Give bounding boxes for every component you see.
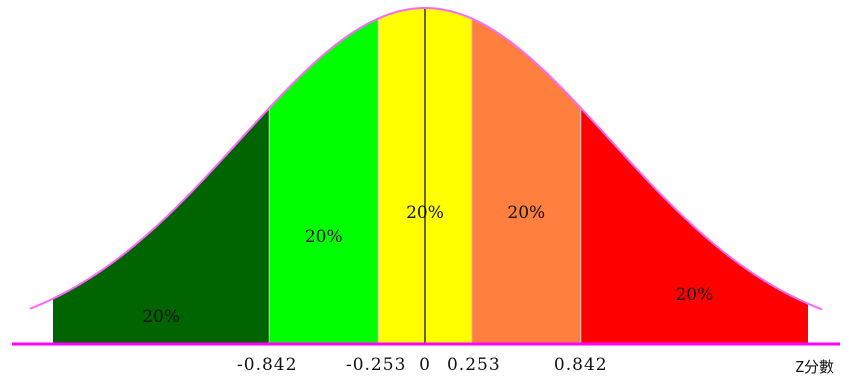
tick-label-4: 0.253	[447, 355, 501, 375]
segments-layer	[53, 8, 808, 343]
segment-label-1: 20%	[142, 307, 180, 327]
x-axis-title: Z分數	[795, 358, 834, 376]
tick-label-3: 0	[419, 355, 431, 375]
segment-1	[53, 108, 270, 343]
segment-label-2: 20%	[305, 227, 343, 247]
curve-layer	[29, 7, 823, 311]
tick-label-2: -0.253	[346, 355, 406, 375]
tick-label-5: 0.842	[554, 355, 608, 375]
segment-label-3: 20%	[406, 203, 444, 223]
tick-label-1: -0.842	[237, 355, 297, 375]
segment-label-4: 20%	[507, 203, 545, 223]
segment-2	[269, 18, 379, 343]
segment-5	[580, 108, 808, 343]
segment-4	[471, 18, 581, 343]
segment-label-5: 20%	[675, 285, 713, 305]
labels-layer: -0.842 -0.253 0 0.253 0.842 20% 20% 20% 20% 20%	[142, 203, 713, 375]
density-curve	[29, 7, 823, 311]
dividers-layer	[268, 8, 582, 343]
